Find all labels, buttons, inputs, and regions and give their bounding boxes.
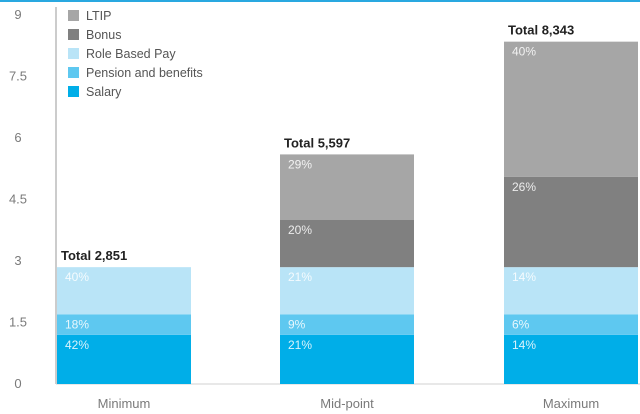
segment-percent-label: 29%: [288, 157, 312, 171]
segment-percent-label: 9%: [288, 317, 306, 331]
legend-label: Salary: [86, 84, 122, 99]
segment-percent-label: 18%: [65, 317, 89, 331]
bar-segment: [280, 220, 414, 268]
legend-swatch: [68, 48, 79, 59]
bar-segment: [504, 176, 638, 268]
segment-percent-label: 14%: [512, 338, 536, 352]
segment-percent-label: 21%: [288, 270, 312, 284]
legend-item: Role Based Pay: [68, 44, 203, 63]
y-tick-label: 6: [14, 130, 21, 145]
bar-segment: [504, 314, 638, 335]
legend-item: LTIP: [68, 6, 203, 25]
bar-segment: [57, 334, 191, 384]
segment-percent-label: 40%: [65, 270, 89, 284]
segment-percent-label: 20%: [288, 223, 312, 237]
bar-segment: [280, 334, 414, 384]
segment-percent-label: 21%: [288, 338, 312, 352]
y-tick-label: 1.5: [9, 315, 27, 330]
bar-segment: [504, 334, 638, 384]
legend-swatch: [68, 67, 79, 78]
bar-segment: [57, 314, 191, 335]
legend-swatch: [68, 10, 79, 21]
bar-segment: [57, 267, 191, 315]
bar-segment: [280, 267, 414, 315]
bar-total-label: Total 5,597: [284, 135, 350, 150]
x-category-label: Minimum: [98, 396, 151, 411]
legend-item: Pension and benefits: [68, 63, 203, 82]
bar-total-label: Total 2,851: [61, 248, 127, 263]
y-tick-label: 3: [14, 253, 21, 268]
legend-swatch: [68, 86, 79, 97]
legend-swatch: [68, 29, 79, 40]
legend-label: LTIP: [86, 8, 112, 23]
bar-segment: [504, 267, 638, 315]
segment-percent-label: 26%: [512, 180, 536, 194]
legend-item: Salary: [68, 82, 203, 101]
legend-label: Pension and benefits: [86, 65, 203, 80]
y-tick-label: 0: [14, 376, 21, 391]
x-category-label: Maximum: [543, 396, 599, 411]
y-tick-label: 7.5: [9, 69, 27, 84]
legend-label: Role Based Pay: [86, 46, 176, 61]
x-axis-labels: Minimum Mid-point Maximum: [98, 396, 600, 411]
bar-segment: [504, 41, 638, 177]
bars: 42% 18% 40% 21% 9% 21% 20% 29% 14% 6% 14% 26% 40%: [57, 41, 638, 384]
top-accent-line: [0, 0, 640, 2]
bar-segment: [280, 314, 414, 335]
bar-total-label: Total 8,343: [508, 23, 574, 38]
segment-percent-label: 40%: [512, 45, 536, 59]
bar-segment: [280, 154, 414, 220]
legend: LTIP Bonus Role Based Pay Pension and benef…: [68, 6, 203, 101]
segment-percent-label: 14%: [512, 270, 536, 284]
legend-label: Bonus: [86, 27, 122, 42]
segment-percent-label: 6%: [512, 317, 530, 331]
x-category-label: Mid-point: [320, 396, 374, 411]
legend-item: Bonus: [68, 25, 203, 44]
total-labels: Total 2,851 Total 5,597 Total 8,343: [61, 23, 574, 263]
segment-percent-label: 42%: [65, 338, 89, 352]
y-tick-label: 4.5: [9, 192, 27, 207]
y-tick-label: 9: [14, 7, 21, 22]
